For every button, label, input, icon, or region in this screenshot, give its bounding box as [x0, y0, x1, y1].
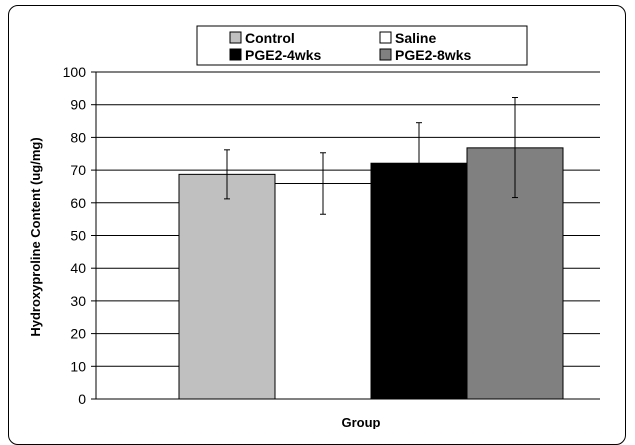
error-bars — [224, 97, 518, 215]
legend-swatch — [379, 31, 392, 44]
bar-chart: 0 10 20 30 40 50 60 70 80 90 100 Hydroxyproline Co… — [28, 25, 600, 429]
y-tick-label: 20 — [70, 326, 86, 342]
legend-box — [196, 25, 528, 66]
y-tick-label: 0 — [78, 391, 86, 407]
bars — [178, 147, 564, 400]
legend-swatch — [229, 48, 242, 61]
y-tick-labels: 0 10 20 30 40 50 60 70 80 90 100 — [63, 64, 87, 407]
y-tick-label: 60 — [70, 195, 86, 211]
legend-label: Control — [245, 30, 295, 46]
legend-label: PGE2-4wks — [245, 47, 321, 63]
bar — [178, 173, 276, 400]
legend: Control Saline PGE2-4wks PGE2-8wks — [196, 25, 528, 66]
y-tick-label: 30 — [70, 293, 86, 309]
y-tick-label: 90 — [70, 97, 86, 113]
axes — [91, 72, 600, 400]
y-tick-label: 10 — [70, 358, 86, 374]
y-tick-label: 70 — [70, 162, 86, 178]
legend-label: Saline — [395, 30, 436, 46]
bar — [274, 183, 372, 400]
y-tick-label: 100 — [63, 64, 87, 80]
x-axis-title: Group — [342, 415, 381, 429]
legend-swatch — [229, 31, 242, 44]
y-tick-label: 80 — [70, 129, 86, 145]
legend-label: PGE2-8wks — [395, 47, 471, 63]
y-axis-title: Hydroxyproline Content (ug/mg) — [28, 137, 43, 336]
y-tick-label: 50 — [70, 228, 86, 244]
y-tick-label: 40 — [70, 260, 86, 276]
legend-swatch — [379, 48, 392, 61]
